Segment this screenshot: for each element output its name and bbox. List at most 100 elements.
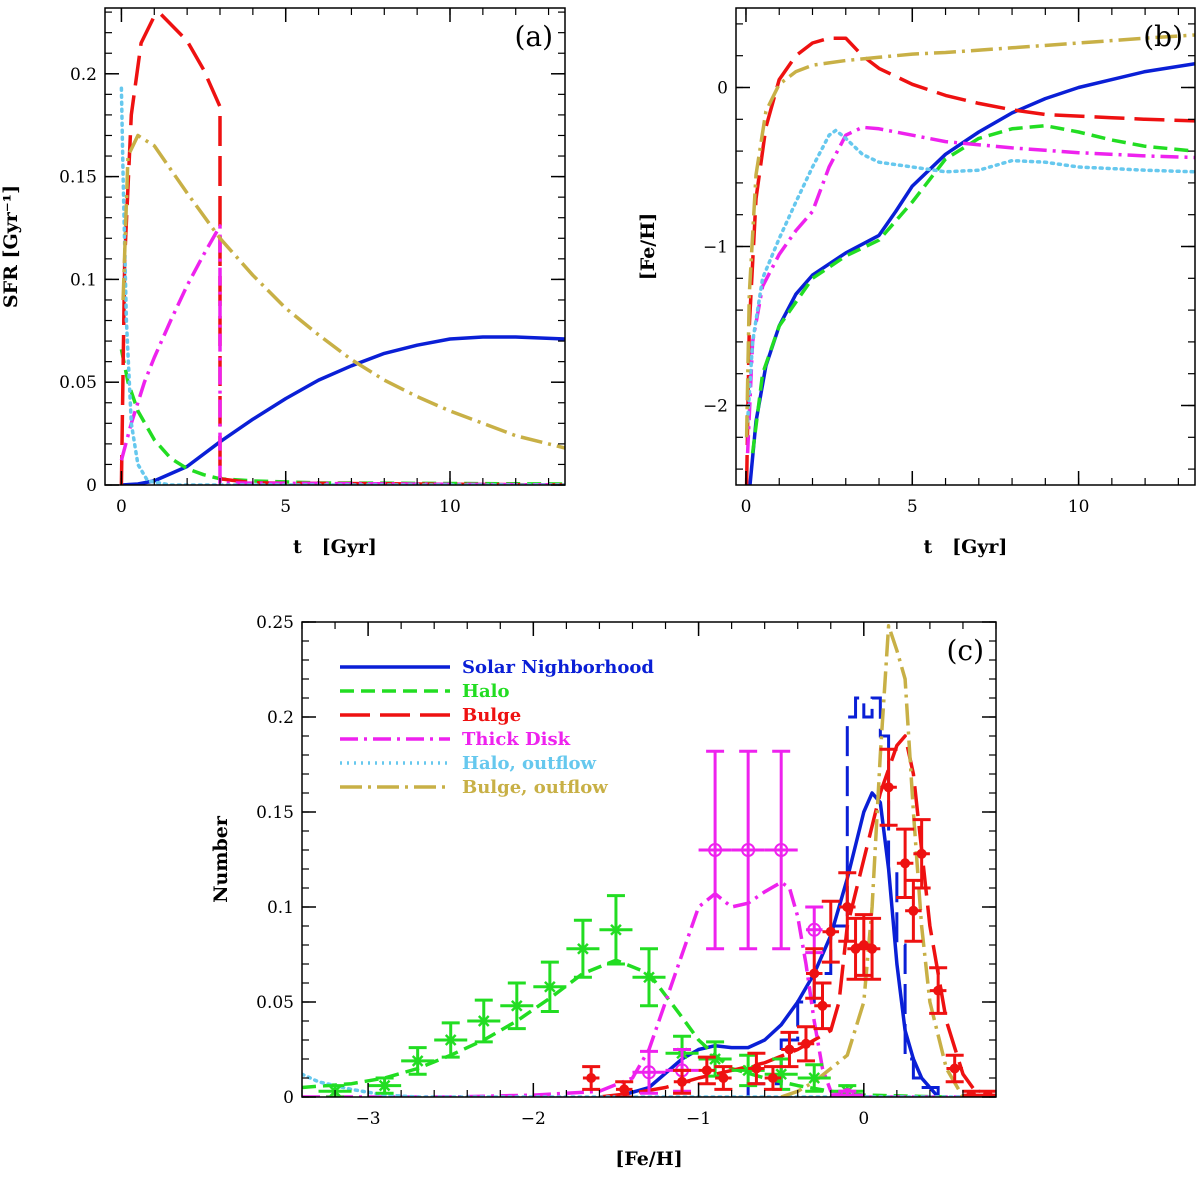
series-line-halo_out [119, 86, 565, 485]
data-point-bulge [821, 899, 840, 964]
y-tick-label: −1 [703, 238, 728, 258]
panel-c-mdf-chart: −3 −2 −1 0 0 0.05 0.1 0.15 0.2 0.25 [Fe/H] Number (c… [210, 613, 997, 1170]
data-point-halo [797, 1063, 831, 1093]
filled-marker [842, 902, 853, 912]
data-point-bulge [673, 1068, 692, 1095]
series-line-thick [119, 224, 565, 485]
plot-frame [301, 621, 997, 1098]
series-line-thick [302, 880, 996, 1097]
x-tick-label: −2 [521, 1109, 546, 1129]
filled-marker [825, 926, 836, 937]
y-tick-label: 0.2 [267, 708, 294, 728]
panel-b-metallicity-chart: 0 5 10 −2 −1 0 t [Gyr] [Fe/H] (b) [637, 7, 1196, 558]
plot-frame [735, 7, 1196, 486]
y-axis-label: SFR [Gyr⁻¹] [0, 185, 22, 308]
y-tick-label: −2 [703, 397, 728, 417]
data-point-bulge [714, 1065, 733, 1091]
plot-frame [104, 7, 566, 486]
data-point-bulge [813, 981, 832, 1031]
plot-area [119, 12, 565, 485]
series-line-halo [119, 348, 565, 485]
filled-marker [908, 905, 919, 916]
filled-marker [784, 1044, 795, 1055]
data-point-thick [731, 749, 765, 951]
data-point-bulge [945, 1053, 964, 1084]
series-line-bulge [744, 36, 1195, 485]
filled-marker [883, 782, 894, 793]
filled-marker [751, 1063, 762, 1074]
y-tick-label: 0.1 [70, 270, 97, 290]
data-point-bulge [582, 1065, 601, 1091]
circle-marker [807, 922, 822, 937]
data-point-bulge [879, 747, 898, 827]
data-point-halo [434, 1021, 468, 1059]
histogram-solar [746, 696, 940, 1097]
y-tick-label: 0.25 [256, 613, 294, 633]
x-tick-label: 0 [858, 1109, 869, 1129]
data-point-bulge [863, 916, 882, 981]
data-point-bulge [838, 871, 857, 943]
data-point-halo [467, 998, 501, 1044]
star-marker [510, 999, 523, 1012]
data-point-halo [533, 960, 567, 1013]
filled-marker [619, 1084, 630, 1095]
panel-label: (b) [1143, 20, 1183, 53]
panel-label: (c) [946, 634, 984, 667]
data-point-halo [401, 1046, 435, 1076]
legend: Solar Nighborhood Halo Bulge Thick Disk Halo… [340, 657, 654, 798]
data-point-thick [764, 749, 798, 951]
x-tick-label: 10 [439, 497, 461, 517]
legend-label-halo: Halo [462, 681, 510, 702]
data-point-halo [632, 947, 666, 1008]
circle-marker [642, 1065, 656, 1080]
filled-marker [767, 1073, 778, 1083]
series-line-bulge [119, 12, 565, 485]
data-point-bulge [747, 1051, 766, 1086]
series-line-thick [745, 125, 1195, 454]
data-point-halo [500, 981, 534, 1031]
series-line-bulge_out [780, 624, 965, 1097]
star-marker [808, 1072, 821, 1084]
series-line-solar [748, 61, 1195, 485]
series-line-halo [302, 958, 947, 1097]
filled-marker [701, 1065, 712, 1076]
data-point-bulge [896, 827, 915, 899]
data-point-thick [805, 905, 824, 955]
legend-label-halo_out: Halo, outflow [462, 753, 597, 774]
data-point-halo [599, 894, 633, 966]
x-tick-label: 10 [1068, 497, 1090, 517]
y-tick-label: 0.05 [59, 373, 97, 393]
star-marker [643, 971, 655, 984]
x-tick-label: 5 [907, 497, 918, 517]
x-tick-label: 0 [116, 497, 127, 517]
star-marker [411, 1055, 424, 1067]
series-line-halo [750, 123, 1195, 454]
y-tick-label: 0 [283, 1088, 294, 1108]
data-point-bulge [912, 818, 931, 890]
data-point-bulge [697, 1055, 716, 1086]
filled-marker [867, 943, 878, 954]
x-tick-label: 0 [741, 497, 752, 517]
y-tick-label: 0.15 [256, 803, 294, 823]
y-tick-label: 0 [86, 476, 97, 496]
panel-a-sfr-chart: 0 5 10 0 0.05 0.1 0.15 0.2 t [Gyr] SFR [Gyr⁻¹] (a) [0, 7, 566, 558]
data-point-bulge [904, 878, 923, 943]
star-marker [577, 942, 589, 955]
data-point-halo [368, 1076, 402, 1095]
data-point-bulge [805, 947, 824, 1000]
series-line-bulge [599, 734, 981, 1097]
data-point-bulge [929, 966, 948, 1015]
data-point-halo [566, 918, 600, 979]
x-axis-label: t [Gyr] [293, 536, 377, 558]
star-marker [610, 923, 622, 936]
legend-label-thick: Thick Disk [462, 729, 571, 750]
filled-marker [933, 985, 944, 996]
data-point-bulge [763, 1065, 782, 1091]
data-point-thick [698, 749, 732, 951]
data-point-bulge [978, 1089, 996, 1097]
star-marker [544, 980, 556, 993]
circle-marker [708, 843, 723, 857]
y-axis-label: Number [210, 815, 232, 903]
star-marker [378, 1079, 391, 1092]
filled-marker [916, 848, 927, 859]
